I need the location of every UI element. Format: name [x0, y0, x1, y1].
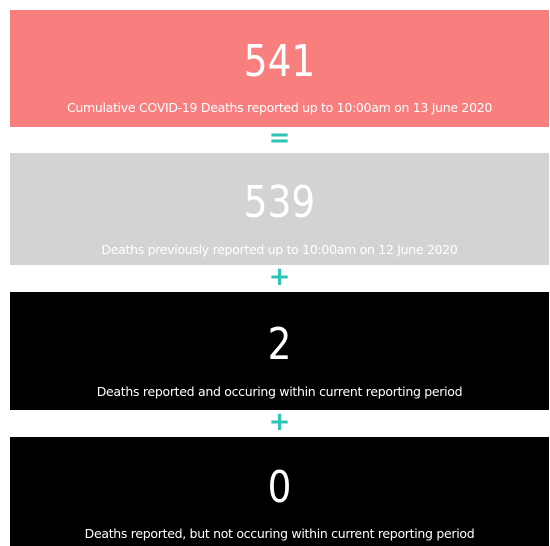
card-value: 2	[267, 319, 292, 370]
operator: +	[268, 262, 291, 292]
card-value: 541	[243, 36, 316, 87]
card-value: 0	[267, 462, 292, 513]
operator: =	[268, 123, 291, 153]
card-caption: Cumulative COVID-19 Deaths reported up t…	[66, 100, 493, 115]
operator: +	[268, 407, 291, 437]
card: 541 Cumulative COVID-19 Deaths reported …	[10, 10, 549, 127]
card: 0 Deaths reported, but not occuring with…	[10, 437, 549, 546]
card-value: 539	[243, 177, 316, 228]
card-caption: Deaths previously reported up to 10:00am…	[101, 242, 458, 257]
card-caption: Deaths reported, but not occuring within…	[84, 526, 475, 541]
card: 539 Deaths previously reported up to 10:…	[10, 153, 549, 265]
card-caption: Deaths reported and occuring within curr…	[96, 384, 463, 399]
card: 2 Deaths reported and occuring within cu…	[10, 292, 549, 410]
